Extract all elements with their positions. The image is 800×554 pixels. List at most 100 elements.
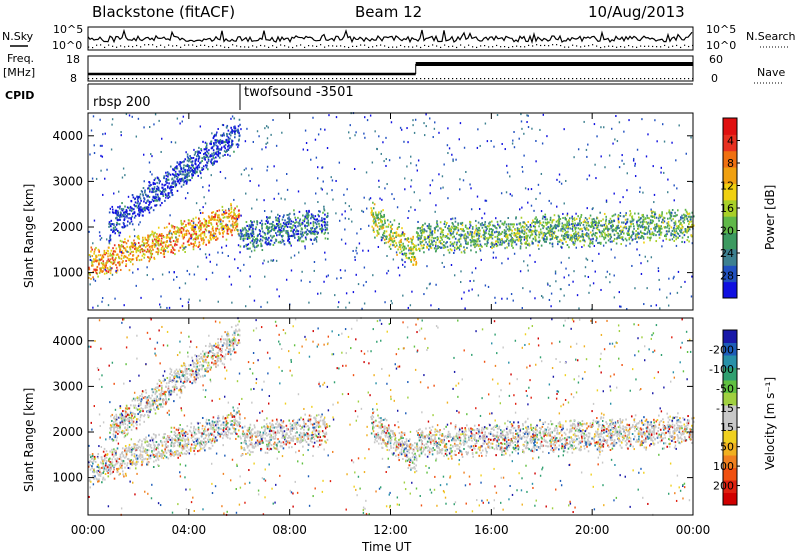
echo-cell (473, 231, 476, 234)
echo-cell (148, 181, 151, 184)
echo-cell (437, 229, 439, 232)
echo-cell (121, 240, 123, 243)
echo-cell (112, 211, 115, 214)
echo-cell (320, 292, 322, 295)
echo-cell (316, 236, 318, 239)
echo-cell (243, 168, 246, 171)
echo-cell (129, 252, 132, 255)
echo-cell (91, 255, 94, 258)
echo-cell (513, 252, 516, 255)
nsearch-dot (180, 46, 182, 48)
echo-cell (491, 242, 494, 245)
echo-cell (157, 240, 159, 243)
echo-cell (484, 284, 487, 287)
echo-cell (531, 242, 534, 245)
echo-cell (460, 245, 462, 248)
echo-cell (400, 238, 403, 241)
echo-cell (450, 225, 453, 228)
echo-cell (501, 262, 503, 265)
echo-cell (181, 227, 184, 230)
echo-cell (423, 236, 426, 239)
echo-cell (200, 161, 202, 164)
echo-cell (228, 140, 231, 143)
echo-cell (635, 229, 637, 232)
echo-cell (469, 280, 471, 283)
echo-cell (436, 225, 439, 228)
echo-cell (391, 193, 393, 196)
echo-cell (385, 164, 387, 167)
echo-cell (632, 225, 635, 228)
echo-cell (457, 223, 459, 226)
echo-cell (508, 228, 511, 231)
echo-cell (128, 254, 130, 257)
echo-cell (683, 218, 686, 221)
echo-cell (267, 228, 269, 231)
echo-cell (429, 246, 432, 249)
echo-cell (298, 223, 300, 226)
echo-cell (166, 240, 168, 243)
echo-cell (193, 148, 195, 151)
echo-cell (562, 216, 564, 219)
nsearch-dot (392, 46, 394, 48)
echo-cell (488, 225, 490, 228)
echo-cell (655, 216, 658, 219)
nave-dot (628, 78, 630, 80)
echo-cell (255, 245, 258, 248)
echo-cell (556, 205, 558, 208)
echo-cell (171, 226, 173, 229)
echo-cell (387, 269, 390, 272)
echo-cell (414, 208, 416, 211)
echo-cell (577, 232, 579, 235)
echo-cell (486, 240, 489, 243)
echo-cell (261, 148, 263, 151)
echo-cell (479, 243, 482, 246)
echo-cell (495, 217, 497, 220)
echo-cell (131, 208, 133, 211)
echo-cell (673, 239, 676, 242)
echo-cell (431, 231, 433, 234)
echo-cell (98, 258, 101, 261)
echo-cell (185, 164, 187, 167)
echo-cell (129, 245, 132, 248)
echo-cell (361, 209, 363, 212)
echo-cell (238, 134, 241, 137)
nave-dot (472, 78, 474, 80)
echo-cell (94, 258, 96, 261)
echo-cell (491, 241, 493, 244)
echo-cell (365, 280, 367, 283)
echo-cell (326, 192, 328, 195)
echo-cell (497, 234, 500, 237)
echo-cell (154, 190, 157, 193)
echo-cell (419, 199, 421, 202)
echo-cell (684, 208, 687, 211)
echo-cell (397, 234, 400, 237)
echo-cell (183, 168, 186, 171)
echo-cell (388, 238, 390, 241)
echo-cell (168, 244, 170, 247)
echo-cell (193, 171, 195, 174)
nsearch-dot (444, 44, 446, 46)
echo-cell (282, 216, 285, 219)
echo-cell (394, 245, 397, 248)
echo-cell (237, 267, 239, 270)
nsearch-dot (188, 44, 190, 46)
echo-cell (163, 175, 166, 178)
echo-cell (423, 293, 425, 296)
echo-cell (116, 229, 119, 232)
echo-cell (183, 220, 186, 223)
echo-cell (117, 231, 120, 234)
echo-cell (125, 209, 128, 212)
echo-cell (607, 229, 609, 232)
nave-dot (268, 78, 270, 80)
echo-cell (611, 220, 614, 223)
echo-cell (175, 236, 177, 239)
echo-cell (242, 228, 245, 231)
echo-cell (109, 235, 111, 238)
echo-cell (216, 214, 219, 217)
echo-cell (94, 270, 97, 273)
echo-cell (103, 251, 106, 254)
nave-dot (212, 78, 214, 80)
echo-cell (666, 226, 668, 229)
echo-cell (611, 240, 613, 243)
echo-cell (410, 240, 413, 243)
